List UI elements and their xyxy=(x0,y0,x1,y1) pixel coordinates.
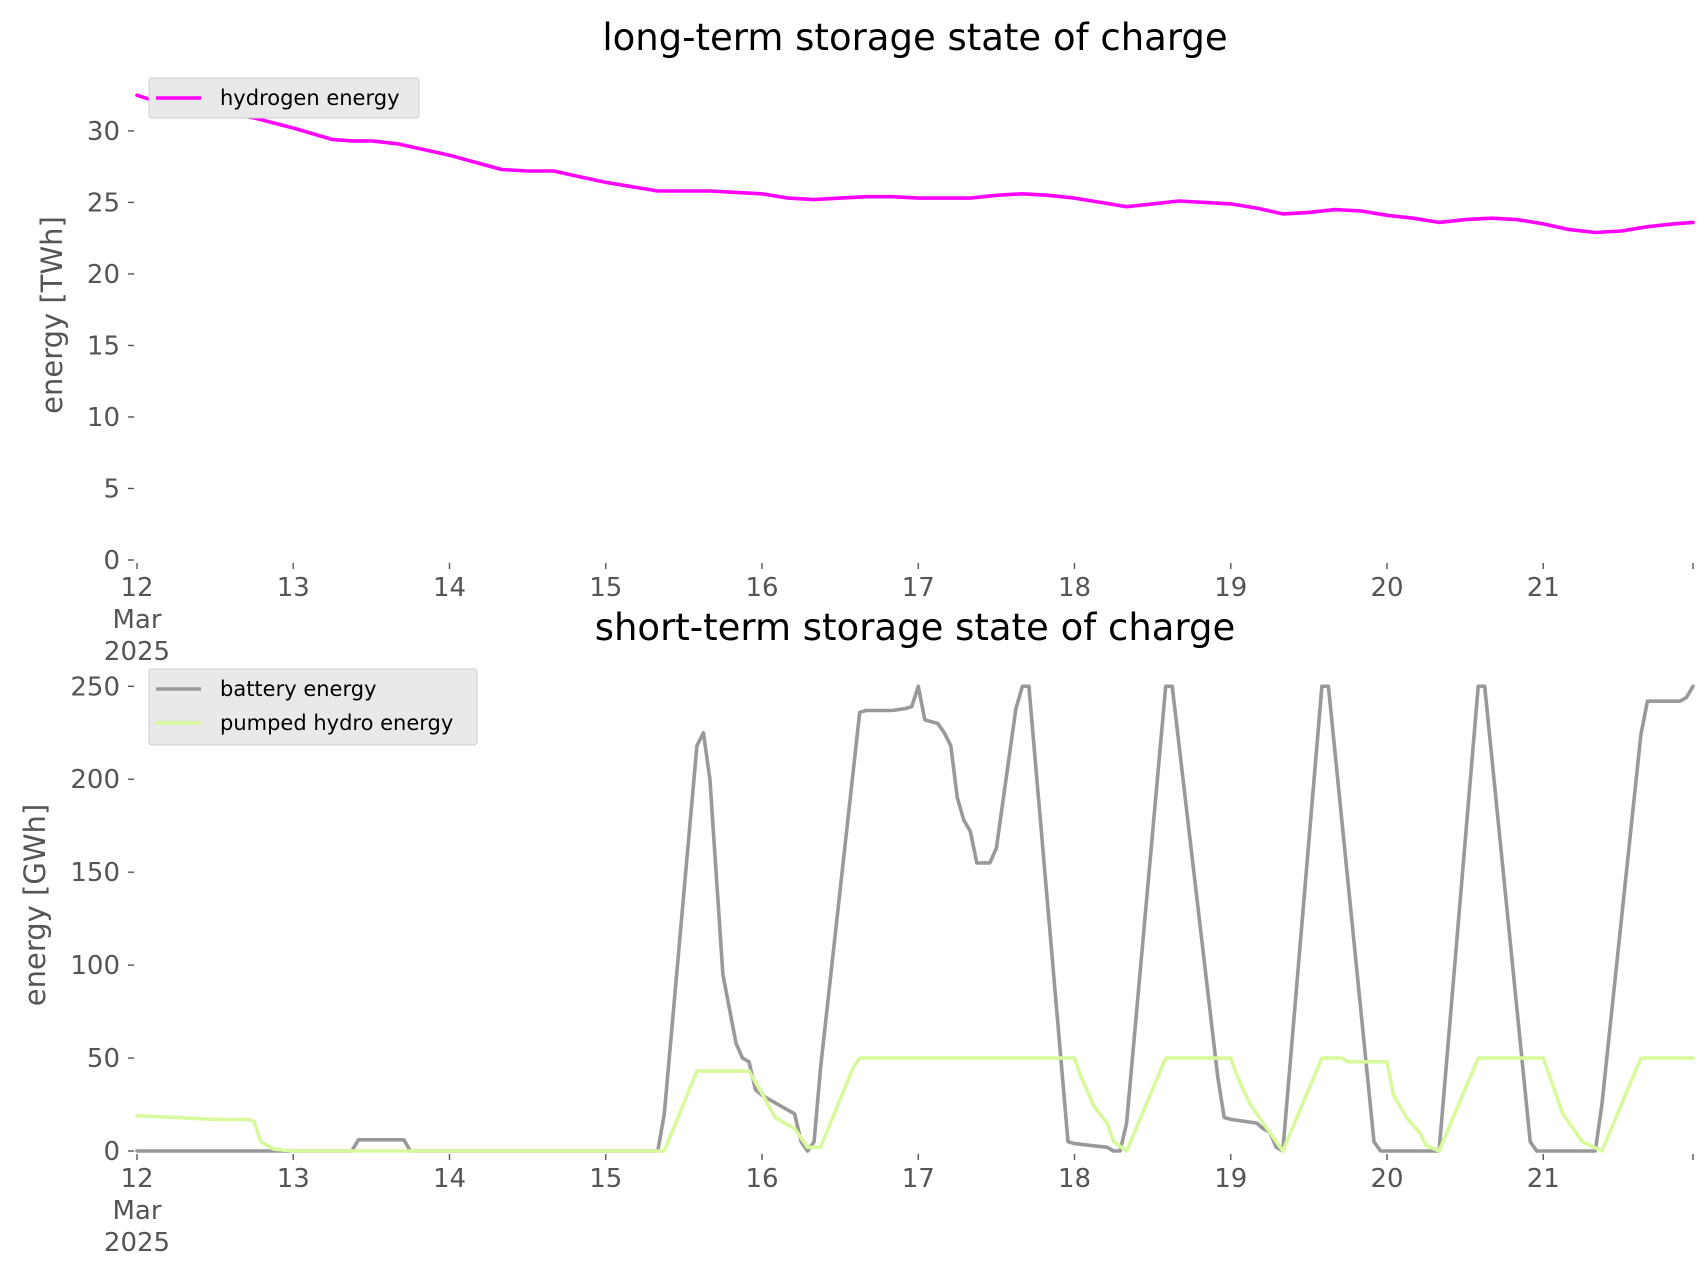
short-term-storage-chart: short-term storage state of charge energ… xyxy=(18,606,1695,1258)
x-tick-label: 19 xyxy=(1214,573,1247,603)
x-tick-label: 18 xyxy=(1058,1164,1091,1194)
y-tick-label: 25 xyxy=(87,188,120,218)
y-tick-label: 10 xyxy=(87,403,120,433)
series-line-battery-energy xyxy=(135,684,1695,1153)
x-tick-label: 17 xyxy=(902,573,935,603)
x-tick-label: 2025 xyxy=(104,637,170,667)
x-tick-label: 13 xyxy=(277,573,310,603)
x-tick-label: 17 xyxy=(902,1164,935,1194)
x-tick-label: 21 xyxy=(1527,573,1560,603)
y-tick-label: 20 xyxy=(87,260,120,290)
x-tick-label: 16 xyxy=(745,1164,778,1194)
x-tick-label: 20 xyxy=(1370,1164,1403,1194)
y-tick-label: 30 xyxy=(87,117,120,147)
y-axis-label: energy [TWh] xyxy=(35,216,69,414)
plot-area xyxy=(135,684,1695,1153)
chart-title: long-term storage state of charge xyxy=(602,16,1227,59)
y-tick-label: 15 xyxy=(87,331,120,361)
chart-title: short-term storage state of charge xyxy=(595,606,1236,649)
long-term-storage-chart: long-term storage state of charge energy… xyxy=(35,16,1695,667)
legend-label: hydrogen energy xyxy=(220,86,400,110)
x-tick-label: 21 xyxy=(1527,1164,1560,1194)
y-tick-label: 50 xyxy=(87,1044,120,1074)
legend-label: pumped hydro energy xyxy=(220,711,453,735)
y-tick-label: 100 xyxy=(70,951,120,981)
x-tick-label: 20 xyxy=(1370,573,1403,603)
x-tick-label: 13 xyxy=(277,1164,310,1194)
x-tick-label: 14 xyxy=(433,573,466,603)
x-tick-label: 12 xyxy=(120,573,153,603)
series-line-pumped-hydro-energy xyxy=(135,1056,1695,1153)
x-tick-label: 19 xyxy=(1214,1164,1247,1194)
x-tick-label: 15 xyxy=(589,573,622,603)
plot-area xyxy=(135,93,1695,235)
legend: battery energy pumped hydro energy xyxy=(148,668,478,746)
x-tick-label: 14 xyxy=(433,1164,466,1194)
y-tick-label: 0 xyxy=(103,1137,120,1167)
y-axis: 0 50 100 150 200 250 xyxy=(70,672,134,1167)
x-tick-label: 16 xyxy=(745,573,778,603)
x-tick-label: 12 xyxy=(120,1164,153,1194)
y-axis-label: energy [GWh] xyxy=(18,804,52,1006)
y-tick-label: 200 xyxy=(70,765,120,795)
y-tick-label: 150 xyxy=(70,858,120,888)
legend: hydrogen energy xyxy=(148,77,420,119)
x-tick-label: Mar xyxy=(112,605,161,635)
x-tick-label: Mar xyxy=(112,1196,161,1226)
legend-box xyxy=(148,668,478,746)
y-tick-label: 250 xyxy=(70,672,120,702)
legend-label: battery energy xyxy=(220,677,377,701)
legend-box xyxy=(148,77,420,119)
x-tick-label: 2025 xyxy=(104,1228,170,1258)
y-tick-label: 5 xyxy=(103,474,120,504)
x-tick-label: 15 xyxy=(589,1164,622,1194)
series-line-hydrogen-energy xyxy=(135,93,1695,235)
y-tick-label: 0 xyxy=(103,546,120,576)
x-tick-label: 18 xyxy=(1058,573,1091,603)
y-axis: 0 5 10 15 20 25 30 xyxy=(87,117,134,576)
